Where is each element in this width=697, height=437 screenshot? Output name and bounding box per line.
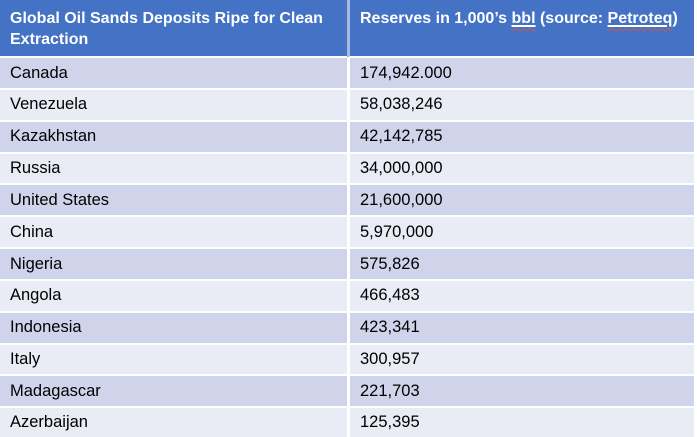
- table-row: Canada 174,942.000: [0, 58, 694, 91]
- header-cell-reserves-title: Reserves in 1,000’s bbl (source: Petrote…: [347, 0, 694, 59]
- country-cell: Canada: [0, 58, 347, 91]
- table-row: Nigeria 575,826: [0, 249, 694, 281]
- country-cell: Madagascar: [0, 376, 347, 409]
- bbl-spellcheck: bbl: [511, 10, 536, 27]
- reserves-cell: 221,703: [347, 376, 694, 409]
- country-cell: Italy: [0, 344, 347, 377]
- country-cell: Angola: [0, 280, 347, 313]
- reserves-cell: 42,142,785: [347, 121, 694, 154]
- table-row: Indonesia 423,341: [0, 312, 694, 345]
- reserves-label-prefix: Reserves in 1,000’s: [360, 10, 512, 27]
- reserves-label-mid: (source:: [535, 10, 608, 27]
- reserves-cell: 125,395: [347, 408, 694, 437]
- reserves-cell: 174,942.000: [347, 58, 694, 91]
- table-row: Russia 34,000,000: [0, 153, 694, 186]
- table-row: China 5,970,000: [0, 217, 694, 250]
- header-cell-deposits-title: Global Oil Sands Deposits Ripe for Clean…: [0, 0, 347, 59]
- table-row: Kazakhstan 42,142,785: [0, 121, 694, 154]
- country-cell: Russia: [0, 153, 347, 186]
- country-cell: United States: [0, 185, 347, 218]
- petroteq-spellcheck: Petroteq: [607, 10, 673, 27]
- country-cell: Kazakhstan: [0, 121, 347, 154]
- country-cell: Venezuela: [0, 90, 347, 122]
- reserves-cell: 34,000,000: [347, 153, 694, 186]
- country-cell: Azerbaijan: [0, 408, 347, 437]
- table-row: Madagascar 221,703: [0, 376, 694, 409]
- bbl-underlined-word: bbl: [512, 10, 536, 27]
- reserves-cell: 423,341: [347, 312, 694, 345]
- country-cell: China: [0, 217, 347, 250]
- reserves-cell: 300,957: [347, 344, 694, 377]
- reserves-cell: 466,483: [347, 280, 694, 313]
- reserves-label-suffix: ): [672, 10, 678, 27]
- reserves-cell: 21,600,000: [347, 185, 694, 218]
- table-row: Azerbaijan 125,395: [0, 408, 694, 437]
- country-cell: Nigeria: [0, 249, 347, 281]
- header-row: Global Oil Sands Deposits Ripe for Clean…: [0, 0, 694, 59]
- table-row: Venezuela 58,038,246: [0, 90, 694, 122]
- table-row: United States 21,600,000: [0, 185, 694, 218]
- table-row: Angola 466,483: [0, 280, 694, 313]
- reserves-cell: 5,970,000: [347, 217, 694, 250]
- reserves-cell: 575,826: [347, 249, 694, 281]
- reserves-cell: 58,038,246: [347, 90, 694, 122]
- country-cell: Indonesia: [0, 312, 347, 345]
- petroteq-underlined-word: Petroteq: [608, 10, 673, 27]
- table-row: Italy 300,957: [0, 344, 694, 377]
- table-body: Canada 174,942.000 Venezuela 58,038,246 Kaza…: [0, 58, 694, 437]
